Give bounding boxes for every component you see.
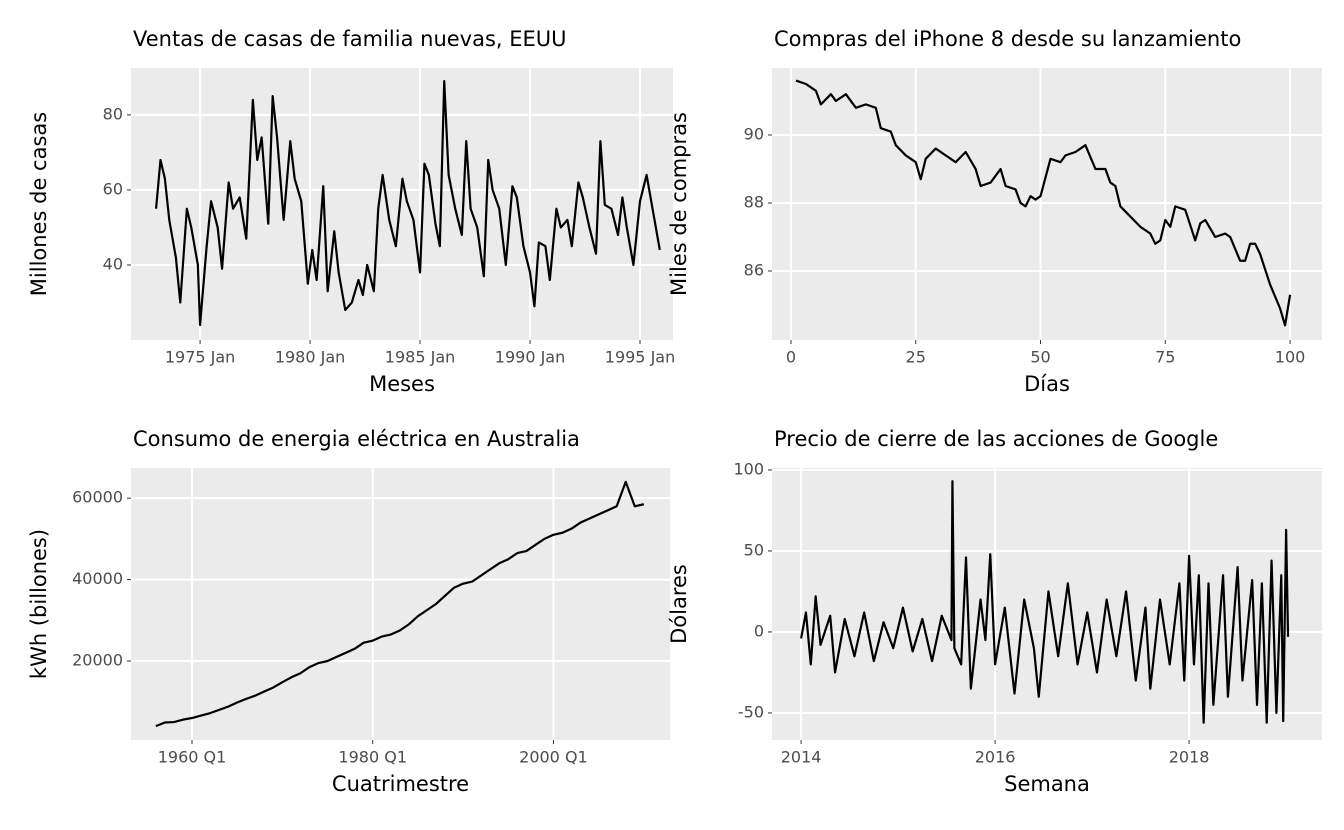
x-tick-label: 1985 Jan bbox=[385, 348, 455, 367]
y-tick-label: 90 bbox=[744, 124, 764, 143]
x-axis-title: Semana bbox=[1004, 772, 1090, 796]
x-axis-title: Días bbox=[1024, 372, 1070, 396]
plot-background bbox=[772, 68, 1322, 340]
data-line bbox=[795, 79, 1292, 327]
panel-title: Consumo de energia eléctrica en Australi… bbox=[133, 427, 580, 451]
x-tick-label: 1975 Jan bbox=[165, 348, 235, 367]
y-axis-title: kWh (billones) bbox=[27, 529, 51, 679]
panel-title: Ventas de casas de familia nuevas, EEUU bbox=[133, 27, 567, 51]
y-axis-title: Millones de casas bbox=[27, 112, 51, 296]
y-tick-label: -50 bbox=[738, 702, 764, 721]
y-tick-label: 20000 bbox=[72, 651, 123, 670]
x-tick-label: 2018 bbox=[1169, 748, 1210, 767]
y-tick-label: 100 bbox=[733, 459, 764, 478]
panel: 20000 40000 60000 1960 Q1 1980 Q1 2000 Q1 Cons… bbox=[27, 427, 670, 796]
y-tick-label: 88 bbox=[744, 192, 764, 211]
x-tick-label: 2014 bbox=[781, 748, 822, 767]
x-tick-label: 25 bbox=[906, 348, 926, 367]
data-line bbox=[800, 480, 1290, 724]
x-axis-title: Cuatrimestre bbox=[332, 772, 469, 796]
plot-background bbox=[131, 68, 673, 340]
x-tick-label: 1980 Q1 bbox=[338, 748, 407, 767]
x-tick-label: 0 bbox=[786, 348, 796, 367]
data-line bbox=[154, 80, 661, 327]
data-line bbox=[155, 480, 645, 728]
y-tick-label: 50 bbox=[744, 540, 764, 559]
y-tick-label: 40 bbox=[103, 254, 123, 273]
y-tick-label: 40000 bbox=[72, 569, 123, 588]
x-tick-label: 50 bbox=[1030, 348, 1050, 367]
y-axis-title: Dólares bbox=[667, 564, 691, 644]
y-tick-label: 60000 bbox=[72, 488, 123, 507]
x-tick-label: 2000 Q1 bbox=[519, 748, 588, 767]
x-tick-label: 1980 Jan bbox=[275, 348, 345, 367]
x-axis-title: Meses bbox=[369, 372, 435, 396]
y-axis-title: Miles de compras bbox=[667, 112, 691, 296]
x-tick-label: 100 bbox=[1275, 348, 1306, 367]
x-tick-label: 1960 Q1 bbox=[158, 748, 227, 767]
panel-title: Compras del iPhone 8 desde su lanzamient… bbox=[774, 27, 1241, 51]
y-tick-label: 80 bbox=[103, 104, 123, 123]
y-tick-label: 0 bbox=[754, 621, 764, 640]
x-tick-label: 1990 Jan bbox=[495, 348, 565, 367]
panel: 40 60 80 1975 Jan 1980 Jan 1985 Jan 1990 Jan 19… bbox=[27, 27, 675, 396]
x-tick-label: 1995 Jan bbox=[605, 348, 675, 367]
panel-title: Precio de cierre de las acciones de Goog… bbox=[774, 427, 1218, 451]
plot-background bbox=[131, 468, 670, 740]
y-tick-label: 86 bbox=[744, 260, 764, 279]
y-tick-label: 60 bbox=[103, 179, 123, 198]
x-tick-label: 2016 bbox=[975, 748, 1016, 767]
x-tick-label: 75 bbox=[1155, 348, 1175, 367]
panel: 86 88 90 0 25 50 75 100 Compras del iPhone 8 des… bbox=[667, 27, 1322, 396]
